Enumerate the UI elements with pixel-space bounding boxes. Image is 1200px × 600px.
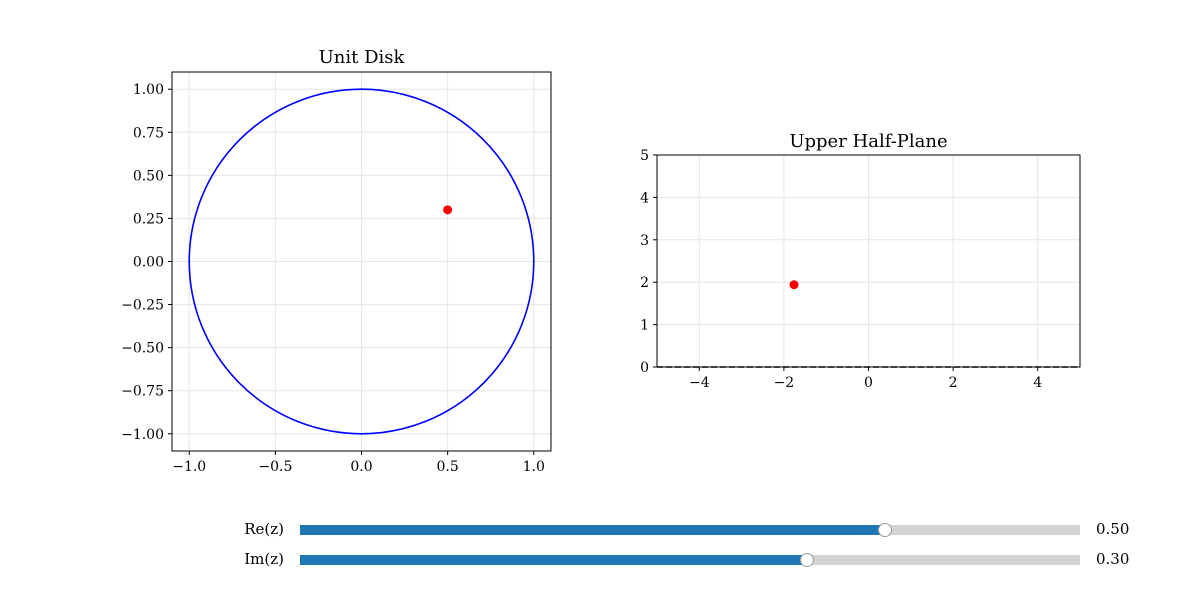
upper-half-plane-grid (657, 154, 1080, 368)
unit-disk-y-tick-label: 0.50 (133, 168, 164, 184)
unit-disk-x-tick-label: −0.5 (258, 459, 292, 475)
unit-disk-grid (172, 72, 551, 451)
upper-half-plane-x-tick-label: −2 (774, 375, 795, 391)
upper-half-plane-y-tick-label: 4 (640, 190, 649, 206)
upper-half-plane-y-ticks: 5 4 3 2 1 0 (640, 148, 657, 376)
unit-disk-x-tick-label: 0.5 (437, 459, 459, 475)
unit-disk-y-ticks: 1.00 0.75 0.50 0.25 0.00 −0.25 −0.50 −0.75 −1.00 (121, 82, 172, 443)
im-slider-label: Im(z) (244, 550, 284, 568)
im-slider-value: 0.30 (1096, 550, 1130, 568)
unit-disk-x-tick-label: 1.0 (523, 459, 545, 475)
unit-circle (188, 88, 535, 435)
im-slider-row: Im(z) 0.30 (0, 548, 1200, 572)
im-slider-track[interactable] (300, 553, 1080, 567)
unit-disk-y-tick-label: 0.75 (133, 125, 164, 141)
upper-half-plane-x-ticks: −4 −2 0 2 4 (689, 367, 1042, 391)
unit-disk-point (443, 205, 453, 215)
im-slider-handle[interactable] (800, 553, 814, 567)
unit-disk-x-ticks: −1.0 −0.5 0.0 0.5 1.0 (172, 451, 545, 475)
upper-half-plane-x-tick-label: 4 (1033, 375, 1042, 391)
re-slider-handle[interactable] (878, 523, 892, 537)
unit-disk-title: Unit Disk (319, 47, 406, 68)
re-slider-value: 0.50 (1096, 520, 1130, 538)
upper-half-plane-title: Upper Half-Plane (789, 131, 947, 152)
unit-disk-y-tick-label: −1.00 (121, 427, 164, 443)
upper-half-plane-y-tick-label: 0 (640, 360, 649, 376)
im-slider-fill (300, 555, 807, 565)
re-slider-track[interactable] (300, 523, 1080, 537)
unit-disk-x-tick-label: 0.0 (350, 459, 372, 475)
unit-disk-y-tick-label: 0.25 (133, 211, 164, 227)
upper-half-plane-x-tick-label: 2 (949, 375, 958, 391)
upper-half-plane-x-tick-label: 0 (864, 375, 873, 391)
re-slider-row: Re(z) 0.50 (0, 518, 1200, 542)
unit-disk-x-tick-label: −1.0 (172, 459, 206, 475)
unit-disk-y-tick-label: −0.75 (121, 384, 164, 400)
upper-half-plane-y-tick-label: 1 (640, 318, 649, 334)
unit-disk-y-tick-label: 0.00 (133, 255, 164, 271)
figure: −1.0 −0.5 0.0 0.5 1.0 1.00 0.75 0.50 0.25 0.00 −0… (121, 47, 1081, 475)
upper-half-plane-y-tick-label: 5 (640, 148, 649, 164)
unit-disk-points (443, 205, 453, 215)
unit-disk-y-tick-label: −0.50 (121, 341, 164, 357)
re-slider-label: Re(z) (244, 520, 284, 538)
unit-disk-y-tick-label: 1.00 (133, 82, 164, 98)
unit-disk-panel: −1.0 −0.5 0.0 0.5 1.0 1.00 0.75 0.50 0.25 0.00 −0… (121, 47, 552, 475)
unit-disk-y-tick-label: −0.25 (121, 298, 164, 314)
upper-half-plane-point (789, 280, 799, 290)
upper-half-plane-y-tick-label: 3 (640, 233, 649, 249)
upper-half-plane-y-tick-label: 2 (640, 275, 649, 291)
re-slider-fill (300, 525, 885, 535)
upper-half-plane-panel: −4 −2 0 2 4 5 4 3 2 1 0 Upper Half-Plane (640, 131, 1081, 391)
upper-half-plane-x-tick-label: −4 (689, 375, 710, 391)
upper-half-plane-points (789, 280, 799, 290)
